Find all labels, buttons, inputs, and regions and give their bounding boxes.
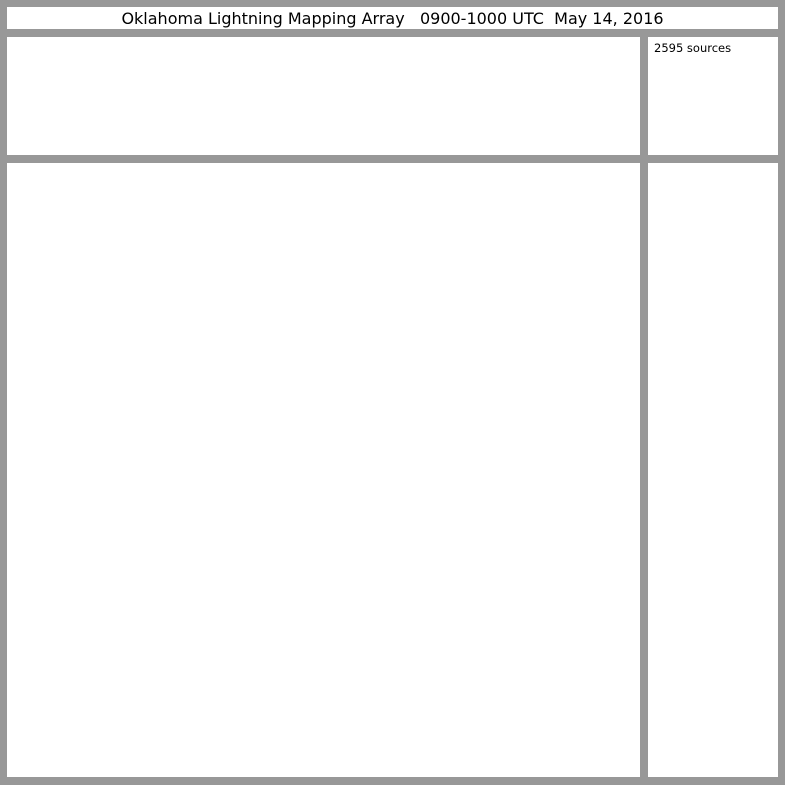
sources-count-box: 2595 sources bbox=[648, 37, 778, 155]
altitude-ew-projection-plot[interactable] bbox=[7, 37, 640, 155]
plan-view-panel bbox=[7, 163, 640, 777]
plan-view-map-plot[interactable] bbox=[7, 163, 640, 777]
altitude-ns-panel bbox=[648, 163, 778, 777]
altitude-ew-panel bbox=[7, 37, 640, 155]
sources-count-label: 2595 sources bbox=[654, 41, 732, 55]
altitude-ns-projection-plot[interactable] bbox=[648, 163, 778, 777]
window-title: Oklahoma Lightning Mapping Array 0900-10… bbox=[121, 8, 664, 28]
title-bar: Oklahoma Lightning Mapping Array 0900-10… bbox=[7, 7, 778, 29]
